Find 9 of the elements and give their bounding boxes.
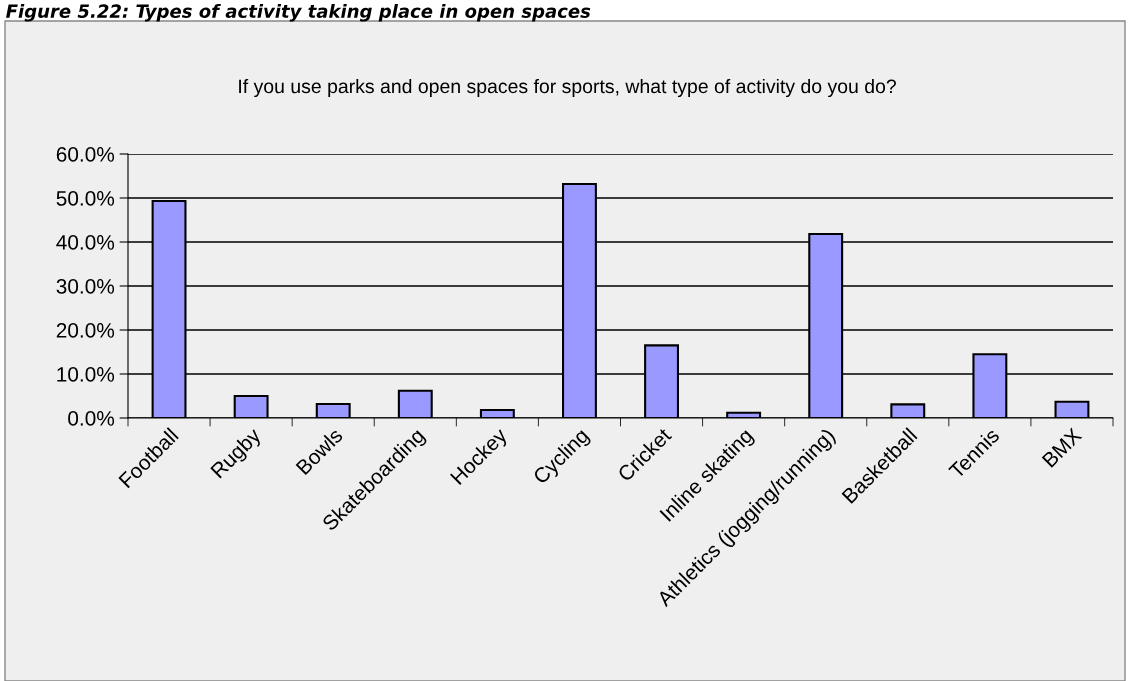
y-tick-label: 0.0% xyxy=(68,411,115,426)
y-tick-label: 30.0% xyxy=(56,279,115,294)
y-tick-label: 50.0% xyxy=(56,191,115,206)
y-tick-label: 10.0% xyxy=(57,367,115,382)
caption: Figure 5.22: Types of activity taking place in open spaces xyxy=(6,4,591,22)
chart-title: If you use parks and open spaces for sports, what type of activity do you do? xyxy=(239,78,896,98)
y-tick-label: 20.0% xyxy=(56,323,115,338)
y-tick-label: 60.0% xyxy=(56,147,115,162)
y-tick-label: 40.0% xyxy=(56,235,115,250)
